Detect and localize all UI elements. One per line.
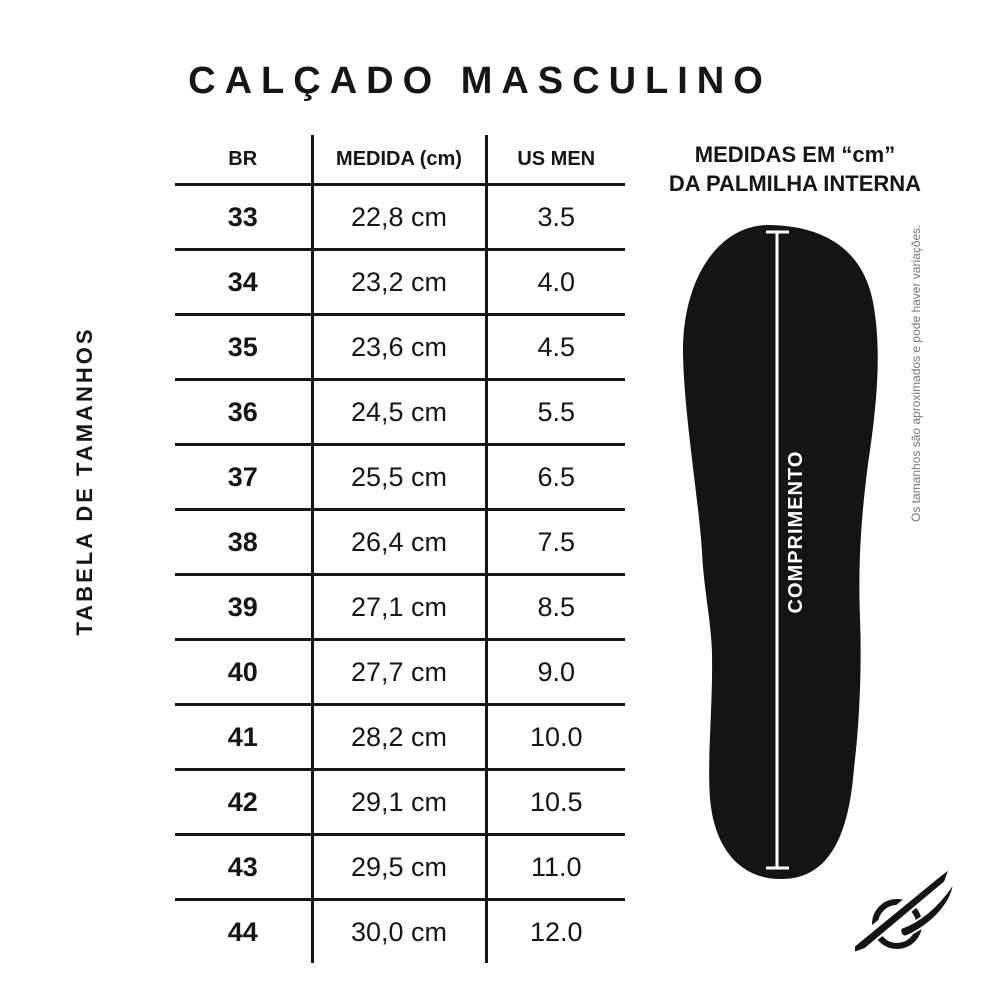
cell-br: 44	[175, 898, 312, 963]
cell-medida: 24,5 cm	[310, 378, 488, 445]
cell-medida: 23,6 cm	[310, 313, 488, 380]
table-row: 37 25,5 cm 6.5	[175, 443, 625, 510]
cell-medida: 28,2 cm	[310, 703, 488, 770]
table-row: 41 28,2 cm 10.0	[175, 703, 625, 770]
cell-br: 36	[175, 378, 312, 445]
size-table-body: 33 22,8 cm 3.5 34 23,2 cm 4.0 35 23,6 cm 4.5 36 24…	[175, 183, 625, 963]
table-row: 40 27,7 cm 9.0	[175, 638, 625, 705]
cell-usmen: 7.5	[486, 508, 625, 575]
mormaii-logo-icon	[844, 860, 960, 960]
approximation-note: Os tamanhos são aproximados e pode haver…	[909, 224, 923, 523]
header-medida: MEDIDA (cm)	[310, 135, 488, 185]
insole-illustration: COMPRIMENTO	[680, 222, 884, 884]
cell-br: 43	[175, 833, 312, 900]
page-title: CALÇADO MASCULINO	[188, 60, 772, 102]
cell-usmen: 10.5	[486, 768, 625, 835]
cell-medida: 29,5 cm	[310, 833, 488, 900]
cell-medida: 23,2 cm	[310, 248, 488, 315]
cell-usmen: 5.5	[486, 378, 625, 445]
cell-usmen: 3.5	[486, 183, 625, 250]
cell-medida: 22,8 cm	[310, 183, 488, 250]
cell-br: 40	[175, 638, 312, 705]
cell-br: 42	[175, 768, 312, 835]
table-row: 36 24,5 cm 5.5	[175, 378, 625, 445]
table-row: 42 29,1 cm 10.5	[175, 768, 625, 835]
cell-br: 35	[175, 313, 312, 380]
insole-icon: COMPRIMENTO	[682, 224, 878, 880]
table-row: 38 26,4 cm 7.5	[175, 508, 625, 575]
insole-heading-line1: MEDIDAS EM “cm”	[694, 142, 896, 167]
cell-br: 34	[175, 248, 312, 315]
cell-br: 39	[175, 573, 312, 640]
cell-medida: 27,7 cm	[310, 638, 488, 705]
cell-medida: 25,5 cm	[310, 443, 488, 510]
cell-usmen: 10.0	[486, 703, 625, 770]
table-row: 35 23,6 cm 4.5	[175, 313, 625, 380]
cell-usmen: 8.5	[486, 573, 625, 640]
table-row: 39 27,1 cm 8.5	[175, 573, 625, 640]
table-row: 44 30,0 cm 12.0	[175, 898, 625, 963]
insole-heading: MEDIDAS EM “cm” DA PALMILHA INTERNA	[655, 140, 935, 198]
cell-br: 38	[175, 508, 312, 575]
header-row: BR MEDIDA (cm) US MEN	[175, 135, 625, 185]
length-label: COMPRIMENTO	[785, 451, 807, 614]
size-table: BR MEDIDA (cm) US MEN 33 22,8 cm 3.5 34 23,2…	[175, 135, 625, 963]
cell-medida: 27,1 cm	[310, 573, 488, 640]
brand-logo	[844, 860, 968, 960]
size-table-header: BR MEDIDA (cm) US MEN	[175, 135, 625, 185]
insole-silhouette	[682, 224, 878, 880]
header-usmen: US MEN	[517, 147, 596, 170]
table-row: 34 23,2 cm 4.0	[175, 248, 625, 315]
cell-medida: 30,0 cm	[310, 898, 488, 963]
cell-usmen: 11.0	[486, 833, 625, 900]
cell-medida: 29,1 cm	[310, 768, 488, 835]
cell-br: 41	[175, 703, 312, 770]
cell-usmen: 4.0	[486, 248, 625, 315]
cell-medida: 26,4 cm	[310, 508, 488, 575]
cell-usmen: 9.0	[486, 638, 625, 705]
cell-usmen: 4.5	[486, 313, 625, 380]
cell-usmen: 12.0	[486, 898, 625, 963]
header-br: BR	[228, 147, 258, 170]
cell-usmen: 6.5	[486, 443, 625, 510]
side-label-tabela-de-tamanhos: TABELA DE TAMANHOS	[72, 326, 97, 636]
table-row: 43 29,5 cm 11.0	[175, 833, 625, 900]
table-row: 33 22,8 cm 3.5	[175, 183, 625, 250]
cell-br: 33	[175, 183, 312, 250]
insole-heading-line2: DA PALMILHA INTERNA	[668, 171, 922, 196]
cell-br: 37	[175, 443, 312, 510]
